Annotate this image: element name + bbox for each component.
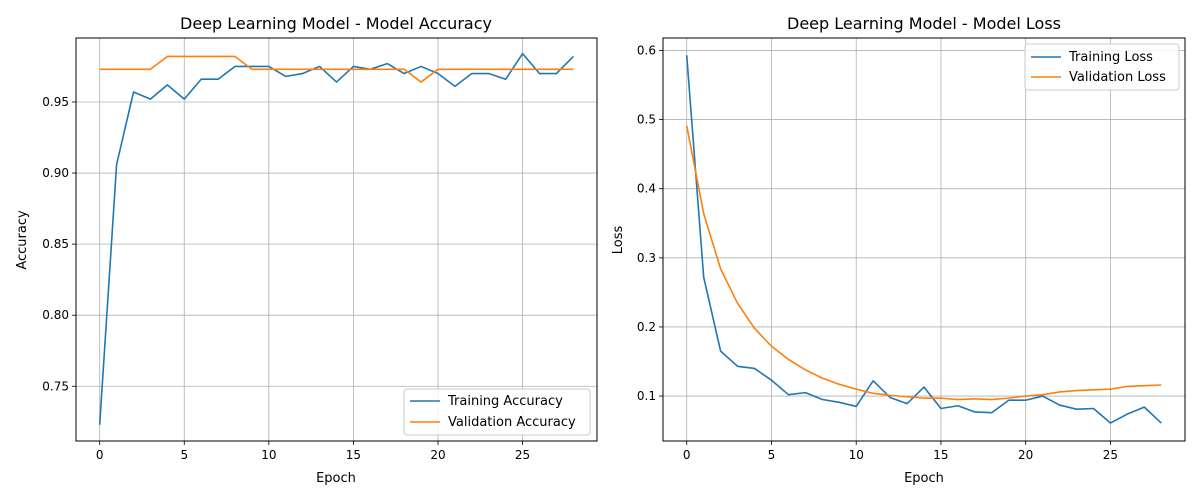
accuracy-x-tick-label: 20	[430, 448, 445, 462]
loss-ticks: 0 5 10 15 20 25 0.1 0.2 0.3 0.4 0.5 0.6	[637, 43, 1118, 462]
loss-x-tick-label: 5	[768, 448, 776, 462]
accuracy-legend-label-training: Training Accuracy	[447, 394, 563, 409]
loss-y-tick-label: 0.2	[637, 320, 656, 334]
loss-y-axis-label: Loss	[611, 226, 626, 255]
loss-plot-frame	[662, 37, 1186, 442]
accuracy-legend-label-validation: Validation Accuracy	[448, 415, 576, 430]
loss-y-tick-label: 0.3	[637, 251, 656, 265]
loss-x-tick-label: 15	[933, 448, 948, 462]
loss-legend-label-validation: Validation Loss	[1069, 70, 1166, 85]
accuracy-ticks: 0 5 10 15 20 25 0.75 0.80 0.85 0.90 0.95	[42, 95, 530, 462]
loss-x-tick-label: 25	[1103, 448, 1118, 462]
accuracy-x-tick-label: 5	[180, 448, 188, 462]
accuracy-x-tick-label: 10	[261, 448, 276, 462]
accuracy-chart: Deep Learning Model - Model Accuracy 0 5 1…	[15, 14, 598, 486]
loss-x-tick-label: 20	[1018, 448, 1033, 462]
loss-y-tick-label: 0.4	[637, 182, 656, 196]
accuracy-gridlines	[76, 38, 597, 441]
loss-x-tick-label: 10	[849, 448, 864, 462]
loss-gridlines	[663, 38, 1185, 441]
accuracy-x-tick-label: 25	[515, 448, 530, 462]
loss-x-axis-label: Epoch	[904, 471, 944, 486]
accuracy-y-tick-label: 0.80	[42, 308, 69, 322]
accuracy-legend: Training Accuracy Validation Accuracy	[403, 388, 591, 436]
accuracy-series-line-validation-accuracy	[99, 55, 574, 83]
accuracy-chart-title: Deep Learning Model - Model Accuracy	[180, 14, 492, 33]
accuracy-y-axis-label: Accuracy	[15, 210, 30, 270]
loss-legend-box	[1024, 43, 1180, 91]
accuracy-x-tick-label: 15	[346, 448, 361, 462]
loss-y-tick-label: 0.6	[637, 43, 656, 57]
accuracy-series-lines	[98, 52, 574, 425]
loss-plot-area	[663, 38, 1185, 441]
loss-x-tick-label: 0	[683, 448, 691, 462]
accuracy-x-tick-label: 0	[96, 448, 104, 462]
loss-chart: Deep Learning Model - Model Loss 0 5 10 15 2…	[611, 14, 1186, 486]
loss-y-tick-label: 0.5	[637, 113, 656, 127]
accuracy-x-axis-label: Epoch	[316, 471, 356, 486]
loss-legend-label-training: Training Loss	[1068, 50, 1153, 65]
accuracy-series-line-training-accuracy	[98, 52, 574, 425]
accuracy-legend-box	[403, 388, 591, 436]
accuracy-plot-frame	[75, 37, 598, 442]
accuracy-y-tick-label: 0.95	[42, 95, 69, 109]
loss-chart-title: Deep Learning Model - Model Loss	[787, 14, 1061, 33]
loss-y-tick-label: 0.1	[637, 389, 656, 403]
accuracy-plot-area	[76, 38, 597, 441]
accuracy-y-tick-label: 0.85	[42, 237, 69, 251]
accuracy-y-tick-label: 0.75	[42, 379, 69, 393]
accuracy-y-tick-label: 0.90	[42, 166, 69, 180]
loss-series-line-training-loss	[685, 55, 1162, 424]
loss-series-line-validation-loss	[685, 125, 1162, 401]
loss-series-lines	[685, 55, 1162, 424]
loss-legend: Training Loss Validation Loss	[1024, 43, 1180, 91]
